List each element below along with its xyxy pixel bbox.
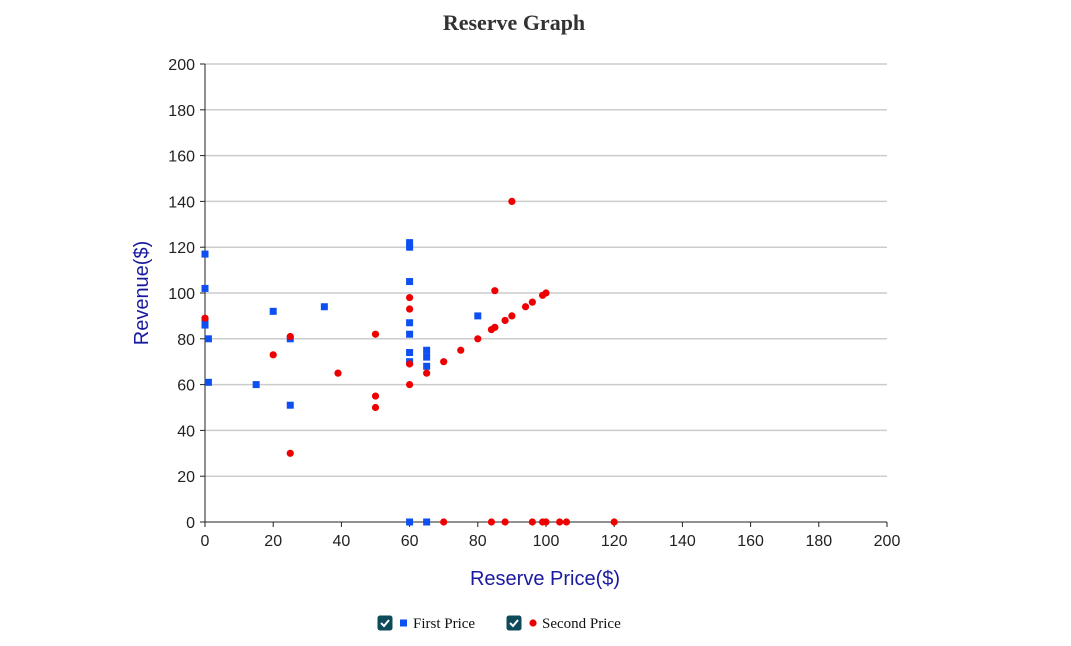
second-price-point: [508, 197, 516, 205]
first-price-point: [423, 362, 431, 370]
second-price-point: [406, 293, 414, 302]
second-price-point: [528, 298, 536, 306]
chart-title: Reserve Graph: [443, 10, 585, 35]
second-price-point: [406, 305, 414, 313]
y-tick-label: 20: [177, 469, 195, 486]
second-price-point: [487, 518, 496, 526]
first-price-point: [423, 346, 431, 354]
x-tick-label: 20: [264, 533, 282, 550]
first-price-point: [204, 335, 212, 343]
x-tick-label: 120: [601, 533, 628, 550]
second-price-point: [440, 518, 448, 526]
first-price-point: [406, 243, 414, 251]
y-tick-label: 0: [186, 515, 195, 532]
first-price-point: [201, 321, 209, 329]
second-price-point: [508, 312, 516, 320]
first-price-point: [201, 250, 209, 258]
second-price-point: [457, 346, 465, 354]
second-price-point: [474, 335, 482, 343]
first-price-point: [406, 278, 414, 286]
first-price-point: [406, 349, 414, 357]
first-price-point: [269, 307, 277, 315]
legend-item-first-price[interactable]: First Price: [377, 615, 475, 632]
first-price-point: [406, 239, 414, 247]
first-price-point: [423, 518, 431, 526]
check-icon: [509, 619, 519, 628]
first-price-point: [406, 319, 414, 327]
first-price-point: [474, 312, 482, 320]
legend-checkbox[interactable]: [506, 615, 522, 631]
y-axis-label: Revenue($): [131, 241, 153, 346]
legend-marker: [529, 619, 537, 627]
second-price-point: [610, 518, 618, 526]
x-tick-label: 200: [874, 533, 901, 550]
y-tick-label: 80: [177, 332, 195, 349]
y-tick-label: 160: [168, 149, 195, 166]
second-price-point: [542, 289, 550, 297]
second-price-point: [406, 360, 414, 368]
y-tick-label: 100: [168, 286, 195, 303]
x-tick-label: 160: [737, 533, 764, 550]
x-tick-label: 140: [669, 533, 696, 550]
second-price-point: [556, 518, 564, 526]
first-price-point: [286, 401, 294, 409]
first-price-point: [201, 284, 209, 292]
x-tick-label: 100: [533, 533, 560, 550]
x-tick-label: 60: [401, 533, 419, 550]
second-price-point: [269, 351, 277, 359]
second-price-point: [521, 303, 530, 311]
first-price-point: [423, 353, 431, 361]
y-tick-label: 180: [168, 103, 195, 120]
check-icon: [380, 619, 390, 628]
first-price-point: [204, 378, 212, 386]
first-price-point: [320, 303, 328, 311]
second-price-point: [334, 369, 342, 377]
x-tick-label: 80: [469, 533, 487, 550]
legend-label: Second Price: [542, 616, 621, 632]
second-price-point: [286, 332, 294, 341]
second-price-point: [371, 392, 380, 400]
data-points: [201, 197, 618, 526]
legend-marker: [400, 619, 407, 627]
y-tick-label: 60: [177, 378, 195, 395]
y-tick-label: 140: [168, 194, 195, 211]
x-tick-label: 0: [201, 533, 210, 550]
legend: First Price Second Price: [377, 615, 621, 632]
second-price-point: [562, 518, 571, 526]
x-tick-label: 180: [805, 533, 832, 550]
y-tick-label: 120: [168, 240, 195, 257]
first-price-point: [406, 518, 414, 526]
legend-item-second-price[interactable]: Second Price: [506, 615, 621, 632]
second-price-point: [201, 314, 209, 322]
y-tick-label: 40: [177, 423, 195, 440]
first-price-point: [406, 330, 414, 338]
legend-checkbox[interactable]: [377, 615, 393, 631]
grid: [205, 63, 887, 477]
second-price-point: [501, 518, 509, 526]
second-price-point: [542, 518, 550, 526]
first-price-point: [252, 381, 260, 389]
x-axis-label: Reserve Price($): [470, 568, 620, 590]
tick-labels: 0 20 40 60 80 100 120 140 160 180 200 0 20 40 60 80 100 1…: [168, 57, 900, 550]
second-price-point: [286, 449, 294, 457]
second-price-point: [371, 403, 380, 412]
second-price-point: [501, 316, 509, 325]
second-price-point: [491, 287, 499, 295]
second-price-point: [491, 323, 499, 331]
second-price-point: [528, 518, 536, 526]
second-price-point: [440, 358, 448, 366]
second-price-point: [371, 330, 380, 338]
x-tick-label: 40: [333, 533, 351, 550]
legend-label: First Price: [413, 616, 475, 632]
y-tick-label: 200: [168, 57, 195, 74]
second-price-point: [406, 381, 414, 389]
second-price-point: [423, 369, 431, 377]
